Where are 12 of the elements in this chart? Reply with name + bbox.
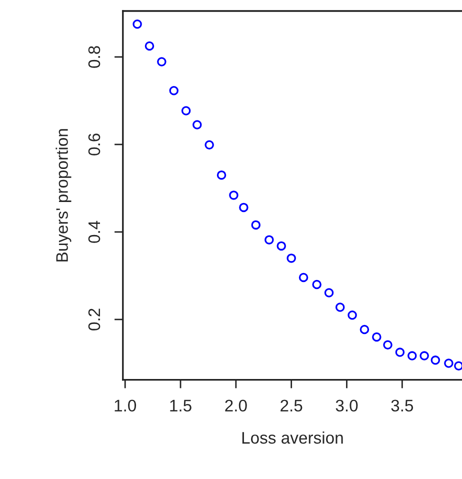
x-tick-label: 2.5 — [280, 400, 302, 412]
y-tick-label: 0.2 — [88, 308, 100, 330]
x-tick-label: 1.0 — [114, 400, 136, 412]
x-tick-label: 1.5 — [170, 400, 192, 412]
x-tick-label: 3.5 — [391, 400, 414, 412]
y-tick-label: 0.8 — [88, 46, 100, 68]
y-tick-label: 0.4 — [88, 220, 100, 243]
x-tick-label: 2.0 — [225, 400, 247, 412]
y-axis-title: Buyers' proportion — [56, 129, 72, 262]
y-tick-label: 0.6 — [88, 134, 100, 156]
x-tick-label: 3.0 — [336, 400, 358, 412]
x-axis-title: Loss aversion — [242, 431, 343, 444]
